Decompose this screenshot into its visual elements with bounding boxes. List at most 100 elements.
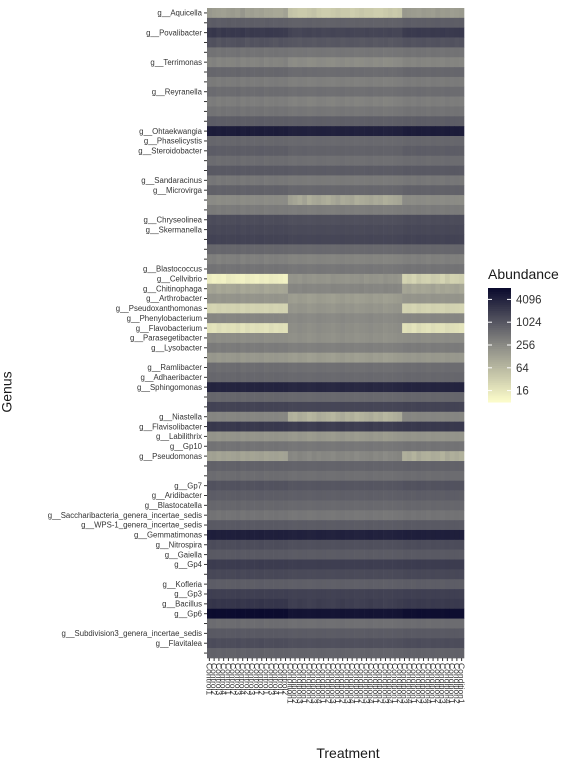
heatmap-cell [259, 382, 265, 393]
heatmap-cell [278, 549, 284, 560]
heatmap-cell [264, 382, 270, 393]
heatmap-cell [454, 569, 460, 580]
heatmap-cell [306, 441, 312, 452]
heatmap-cell [444, 431, 451, 442]
heatmap-cell [283, 8, 289, 19]
heatmap-cell [226, 451, 232, 462]
heatmap-cell [449, 352, 455, 363]
heatmap-cell [240, 342, 246, 353]
heatmap-cell [259, 520, 265, 531]
heatmap-cell [416, 461, 422, 472]
heatmap-cell [383, 195, 389, 206]
heatmap-cell [240, 598, 246, 610]
heatmap-cell [245, 579, 251, 590]
heatmap-cell [387, 372, 393, 383]
heatmap-cell [230, 254, 236, 265]
heatmap-cell [316, 323, 322, 334]
heatmap-cell [306, 57, 312, 68]
heatmap-cell [449, 283, 455, 294]
heatmap-cell [383, 244, 389, 255]
heatmap-cell [354, 441, 360, 452]
heatmap-cell [454, 510, 460, 521]
heatmap-cell [249, 264, 255, 275]
heatmap-cell [278, 431, 284, 442]
heatmap-cell [397, 401, 403, 413]
heatmap-cell [383, 264, 389, 275]
heatmap-cell [340, 598, 346, 610]
heatmap-cell [397, 57, 403, 68]
heatmap-cell [349, 27, 355, 38]
heatmap-cell [449, 579, 455, 590]
heatmap-cell [211, 67, 217, 78]
heatmap-cell [216, 451, 222, 462]
heatmap-cell [359, 195, 365, 206]
heatmap-cell [444, 37, 451, 48]
heatmap-cell [435, 401, 441, 413]
heatmap-cell [454, 579, 460, 590]
heatmap-cell [349, 401, 355, 413]
heatmap-cell [240, 500, 246, 511]
heatmap-cell [226, 96, 232, 107]
heatmap-cell [459, 17, 465, 28]
heatmap-cell [411, 323, 417, 334]
heatmap-cell [359, 589, 365, 600]
heatmap-cell [321, 27, 327, 38]
heatmap-cell [249, 470, 255, 482]
heatmap-cell [368, 490, 374, 501]
heatmap-cell [440, 313, 446, 324]
heatmap-cell [245, 303, 251, 314]
heatmap-cell [240, 549, 246, 560]
legend-gradient-step [488, 301, 511, 304]
heatmap-cell [378, 470, 384, 482]
heatmap-cell [425, 569, 431, 580]
heatmap-cell [273, 411, 279, 422]
heatmap-cell [287, 126, 293, 137]
heatmap-cell [321, 254, 327, 265]
heatmap-cell [340, 214, 346, 225]
heatmap-cell [321, 569, 327, 580]
heatmap-cell [454, 264, 460, 275]
heatmap-cell [235, 628, 241, 639]
heatmap-cell [411, 17, 417, 28]
heatmap-cell [449, 461, 455, 472]
heatmap-cell [383, 598, 389, 610]
heatmap-cell [211, 273, 217, 285]
heatmap-cell [292, 165, 298, 176]
heatmap-cell [368, 608, 374, 619]
heatmap-cell [216, 362, 222, 373]
heatmap-cell [330, 618, 336, 629]
heatmap-cell [421, 283, 427, 294]
heatmap-cell [283, 37, 289, 48]
heatmap-cell [321, 401, 327, 413]
heatmap-cell [449, 136, 455, 147]
heatmap-cell [297, 155, 303, 166]
heatmap-cell [264, 165, 270, 176]
heatmap-cell [321, 86, 327, 97]
heatmap-cell [235, 451, 241, 462]
heatmap-cell [454, 441, 460, 452]
heatmap-cell [435, 628, 441, 639]
heatmap-cell [249, 539, 255, 550]
heatmap-cell [440, 628, 446, 639]
heatmap-cell [430, 362, 436, 373]
heatmap-cell [211, 244, 217, 255]
heatmap-cell [273, 618, 279, 629]
heatmap-cell [359, 372, 365, 383]
heatmap-cell [292, 273, 298, 285]
heatmap-cell [416, 224, 422, 235]
heatmap-cell [287, 8, 293, 19]
heatmap-cell [459, 67, 465, 78]
heatmap-cell [373, 57, 379, 68]
heatmap-cell [454, 421, 460, 432]
heatmap-cell [306, 224, 312, 235]
heatmap-cell [349, 461, 355, 472]
heatmap-cell [364, 638, 370, 649]
legend-gradient-step [488, 299, 511, 302]
heatmap-cell [283, 382, 289, 393]
heatmap-cell [249, 648, 255, 659]
heatmap-cell [292, 342, 298, 353]
heatmap-cell [373, 598, 379, 610]
heatmap-cell [383, 214, 389, 225]
heatmap-cell [430, 598, 436, 610]
heatmap-cell [297, 579, 303, 590]
